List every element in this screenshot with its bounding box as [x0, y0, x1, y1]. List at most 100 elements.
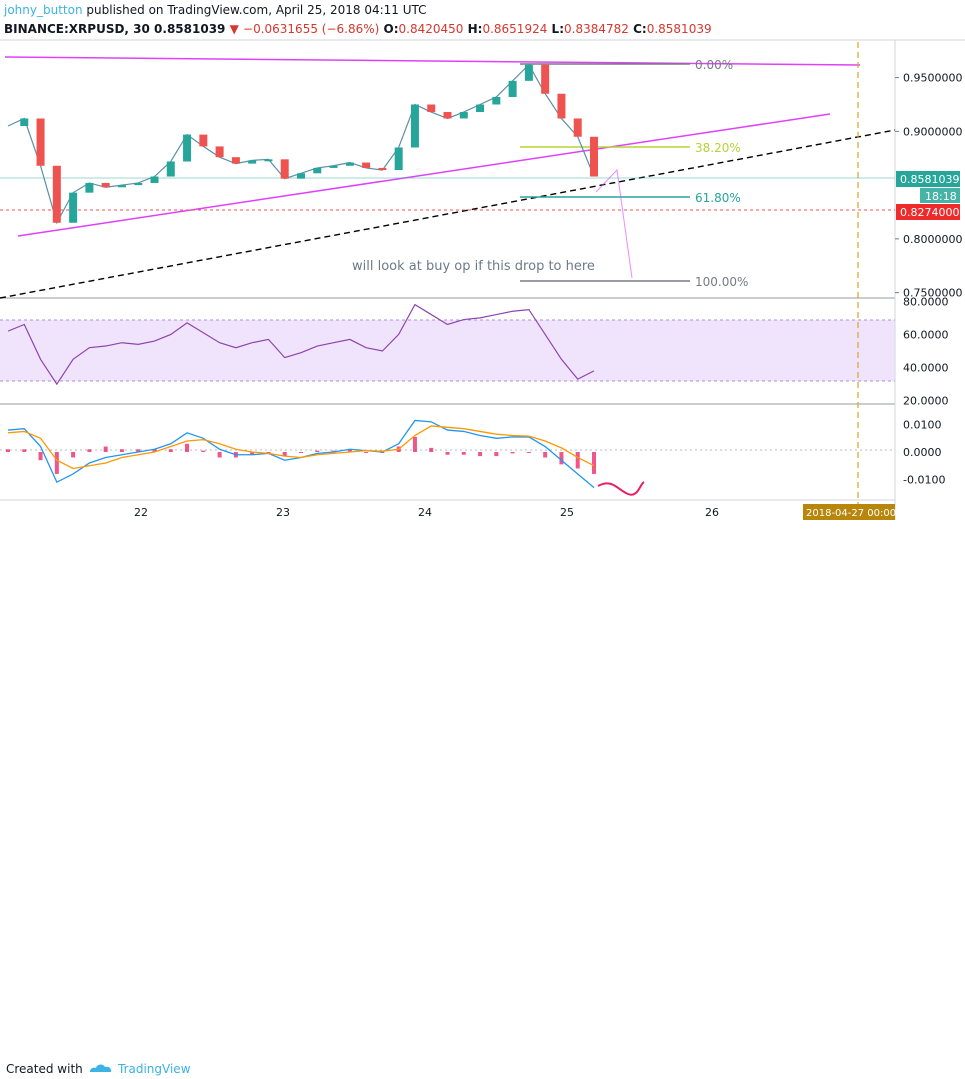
- rsi-axis-label: 80.0000: [903, 295, 949, 308]
- price-candle[interactable]: [150, 176, 159, 183]
- rsi-axis-label: 40.0000: [903, 362, 949, 375]
- price-candle[interactable]: [573, 118, 582, 137]
- macd-histogram-bar: [494, 452, 499, 457]
- time-axis-label: 23: [276, 506, 290, 519]
- price-candle[interactable]: [329, 165, 338, 168]
- rsi-axis-label: 20.0000: [903, 395, 949, 408]
- price-candle[interactable]: [345, 162, 354, 166]
- macd-histogram-bar: [87, 449, 92, 452]
- price-candle[interactable]: [362, 162, 371, 168]
- projection-path[interactable]: [595, 168, 633, 279]
- macd-histogram-bar: [299, 452, 303, 453]
- low-value: 0.8384782: [564, 22, 629, 36]
- macd-histogram-bar: [103, 446, 108, 452]
- rsi-axis-label: 60.0000: [903, 328, 949, 341]
- price-candle[interactable]: [69, 192, 78, 223]
- price-candle[interactable]: [313, 167, 322, 174]
- price-candle[interactable]: [443, 112, 452, 119]
- price-candle[interactable]: [508, 80, 517, 97]
- price-candle[interactable]: [541, 64, 550, 94]
- upper-trendline[interactable]: [4, 56, 861, 66]
- price-line[interactable]: [7, 63, 595, 225]
- tradingview-cloud-icon[interactable]: [88, 1059, 114, 1079]
- macd-histogram-bar: [559, 452, 564, 465]
- publish-info: published on TradingView.com, April 25, …: [86, 3, 427, 17]
- last-price: 0.8581039: [154, 22, 226, 36]
- fib-label-618: 61.80%: [695, 191, 741, 205]
- macd-line[interactable]: [7, 419, 595, 489]
- price-candle[interactable]: [280, 159, 289, 179]
- price-candle[interactable]: [557, 93, 566, 119]
- macd-histogram-bar: [71, 452, 76, 458]
- macd-histogram-bar: [185, 443, 190, 452]
- macd-histogram-bar: [364, 452, 369, 453]
- price-candle[interactable]: [101, 182, 110, 188]
- price-candle[interactable]: [297, 173, 305, 179]
- macd-histogram-bar: [38, 452, 43, 461]
- low-label: L:: [551, 22, 564, 36]
- macd-histogram-bar: [201, 450, 206, 452]
- open-label: O:: [383, 22, 399, 36]
- macd-histogram-bar: [331, 450, 336, 452]
- macd-projection[interactable]: [597, 481, 645, 496]
- support-trendline[interactable]: [0, 129, 896, 299]
- macd-histogram-bar: [510, 452, 515, 454]
- macd-histogram-bar: [526, 452, 531, 453]
- macd-histogram-bar: [54, 452, 59, 474]
- macd-histogram-bar: [592, 452, 596, 474]
- price-candle[interactable]: [52, 165, 61, 223]
- price-candle[interactable]: [264, 159, 273, 162]
- price-candle[interactable]: [524, 64, 533, 81]
- price-candle[interactable]: [166, 161, 175, 177]
- price-candle[interactable]: [476, 104, 485, 113]
- macd-histogram-bar: [152, 449, 157, 452]
- price-candle[interactable]: [36, 118, 45, 166]
- macd-histogram-bar: [217, 452, 222, 458]
- signal-line[interactable]: [7, 425, 595, 470]
- price-axis-label: 0.9000000: [903, 125, 963, 138]
- price-candle[interactable]: [378, 167, 387, 171]
- price-candle[interactable]: [117, 185, 126, 188]
- macd-histogram-bar: [315, 450, 320, 452]
- rsi-line[interactable]: [7, 303, 595, 386]
- price-candle[interactable]: [459, 112, 468, 119]
- price-candle[interactable]: [590, 136, 598, 177]
- price-candle[interactable]: [492, 96, 501, 105]
- macd-histogram-bar: [119, 449, 124, 452]
- high-value: 0.8651924: [482, 22, 548, 36]
- symbol-label[interactable]: BINANCE:XRPUSD, 30: [4, 22, 150, 36]
- price-candle[interactable]: [231, 157, 240, 164]
- price-candle[interactable]: [20, 118, 29, 126]
- author-link[interactable]: johny_button: [4, 3, 83, 17]
- price-candle[interactable]: [410, 104, 419, 148]
- price-candle[interactable]: [394, 147, 403, 171]
- price-candle[interactable]: [85, 182, 94, 193]
- close-value: 0.8581039: [646, 22, 712, 36]
- date-marker-tag: [803, 504, 895, 520]
- price-candle[interactable]: [215, 146, 224, 158]
- time-axis-label: 25: [560, 506, 574, 519]
- tradingview-link[interactable]: TradingView: [118, 1062, 191, 1076]
- chart-canvas[interactable]: 0.00% 38.20% 61.80% 100.00% will look at…: [0, 0, 965, 528]
- price-candle[interactable]: [248, 160, 257, 164]
- macd-histogram-bar: [347, 449, 352, 452]
- alert-price-label: 0.8274000: [900, 206, 960, 219]
- created-with-text: Created with: [6, 1062, 83, 1076]
- macd-histogram-bar: [429, 447, 434, 452]
- price-candle[interactable]: [134, 182, 143, 186]
- price-candle[interactable]: [183, 134, 192, 162]
- macd-histogram-bar: [266, 452, 271, 453]
- price-candle[interactable]: [427, 104, 436, 113]
- price-axis-label: 0.9500000: [903, 72, 963, 85]
- lower-trendline[interactable]: [17, 113, 831, 237]
- fib-label-0: 0.00%: [695, 58, 733, 72]
- macd-histogram-bar: [168, 449, 173, 452]
- open-value: 0.8420450: [398, 22, 464, 36]
- countdown-label: 18:18: [925, 190, 957, 203]
- price-candle[interactable]: [199, 134, 208, 147]
- time-axis-label: 24: [418, 506, 432, 519]
- macd-axis-label: 0.0100: [903, 419, 942, 432]
- chart-header: johny_button published on TradingView.co…: [0, 0, 965, 40]
- date-marker-label: 2018-04-27 00:00: [806, 508, 896, 519]
- footer: Created with TradingView: [0, 528, 965, 1076]
